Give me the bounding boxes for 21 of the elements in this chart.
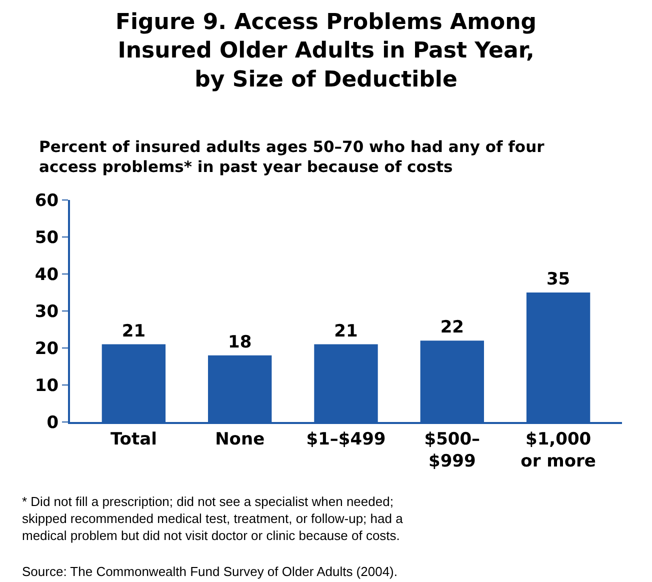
y-tick-label: 0	[46, 412, 59, 433]
data-label: 21	[334, 321, 358, 342]
y-tick-label: 40	[34, 264, 59, 285]
x-tick-label: Total	[110, 429, 157, 450]
x-tick-label: $1–$499	[306, 429, 386, 450]
x-tick-label: $500–$999	[424, 429, 480, 472]
y-tick-label: 30	[34, 302, 59, 322]
y-tick-label: 20	[34, 338, 59, 359]
y-tick-label: 50	[34, 228, 59, 248]
data-label: 35	[546, 270, 570, 290]
y-tick-label: 60	[34, 190, 59, 211]
data-label: 18	[228, 332, 252, 352]
source-note: Source: The Commonwealth Fund Survey of Older Adults (2004).	[22, 564, 398, 579]
chart-title: Figure 9. Access Problems Among Insured Older Adults in Past Year, by Size of Deductible	[115, 10, 537, 92]
data-label: 21	[122, 321, 146, 342]
data-label: 22	[440, 318, 464, 338]
x-tick-label: None	[215, 429, 265, 450]
x-tick-label: $1,000 or more	[520, 429, 596, 472]
chart-subtitle: Percent of insured adults ages 50–70 who had any of four access problems* in past year because of costs	[39, 138, 545, 176]
text: * Did not fill a prescription; did not see a specialist when needed; skipped recommended medical test, treatment, or follow-up; had a medical problem but did not visit doctor or clinic because of costs.	[22, 494, 404, 543]
y-tick-label: 10	[34, 376, 59, 396]
